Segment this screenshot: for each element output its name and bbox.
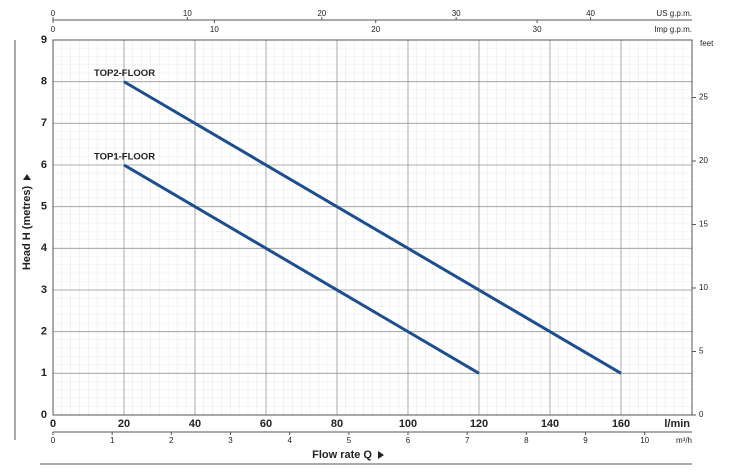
x-tick-label: 140 [541, 418, 559, 430]
y-tick-label: 3 [41, 284, 47, 296]
tick-label: 5 [699, 347, 704, 356]
curve [123, 80, 622, 375]
axis-unit: Imp g.p.m. [654, 25, 692, 34]
y-tick-label: 8 [41, 76, 47, 88]
tick-label: 25 [699, 93, 708, 102]
y-tick-label: 7 [41, 117, 47, 129]
tick-label: 30 [533, 25, 542, 34]
x-unit: l/min [664, 418, 690, 430]
tick-label: 40 [586, 9, 595, 18]
x-tick-label: 100 [399, 418, 417, 430]
y-tick-label: 1 [41, 367, 47, 379]
curve [123, 163, 480, 375]
y-tick-label: 6 [41, 159, 47, 171]
tick-label: 10 [699, 283, 708, 292]
tick-label: 0 [51, 436, 56, 445]
x-tick-label: 0 [50, 418, 56, 430]
x-tick-label: 120 [470, 418, 488, 430]
tick-label: 6 [406, 436, 411, 445]
tick-label: 30 [452, 9, 461, 18]
tick-label: 5 [347, 436, 352, 445]
curve-label: TOP2-FLOOR [94, 68, 155, 79]
curve-label: TOP1-FLOOR [94, 152, 155, 163]
tick-label: 7 [465, 436, 470, 445]
y-tick-label: 0 [41, 409, 47, 421]
tick-label: 20 [317, 9, 326, 18]
x-tick-label: 20 [118, 418, 130, 430]
tick-label: 10 [183, 9, 192, 18]
tick-label: 0 [51, 9, 56, 18]
y-tick-label: 5 [41, 201, 47, 213]
tick-label: 10 [640, 436, 649, 445]
arrow [23, 174, 31, 180]
axis-unit: US g.p.m. [656, 9, 692, 18]
y-tick-label: 2 [41, 326, 47, 338]
arrow [378, 451, 384, 459]
tick-label: 8 [524, 436, 529, 445]
x-tick-label: 60 [260, 418, 272, 430]
x-axis-title: Flow rate Q [312, 449, 372, 461]
y-axis-title: Head H (metres) [21, 185, 33, 270]
tick-label: 20 [371, 25, 380, 34]
tick-label: 3 [228, 436, 233, 445]
plot-frame [52, 39, 693, 416]
tick-label: 9 [583, 436, 588, 445]
tick-label: 4 [287, 436, 292, 445]
axis-unit: feet [700, 39, 714, 48]
tick-label: 0 [51, 25, 56, 34]
x-tick-label: 160 [612, 418, 630, 430]
tick-label: 10 [210, 25, 219, 34]
y-tick-label: 4 [41, 242, 48, 254]
x-tick-label: 40 [189, 418, 201, 430]
tick-label: 1 [110, 436, 115, 445]
axis-unit: m³/h [676, 436, 692, 445]
tick-label: 2 [169, 436, 174, 445]
tick-label: 0 [699, 410, 704, 419]
y-tick-label: 9 [41, 34, 47, 46]
x-tick-label: 80 [331, 418, 343, 430]
tick-label: 15 [699, 220, 708, 229]
tick-label: 20 [699, 156, 708, 165]
